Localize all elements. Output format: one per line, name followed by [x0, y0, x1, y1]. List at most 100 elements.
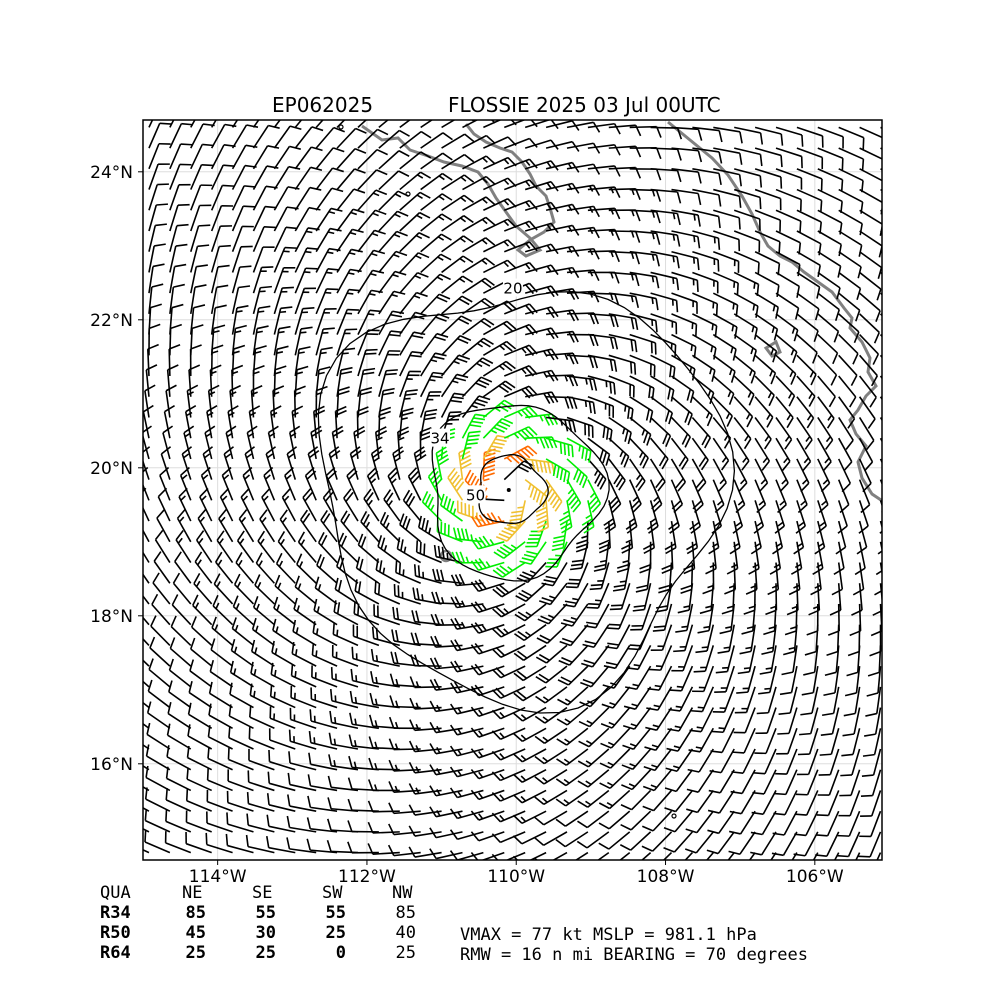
wind-barb	[859, 354, 879, 387]
wind-barb	[728, 831, 756, 855]
wind-barb	[754, 727, 777, 755]
wind-barb	[328, 446, 341, 480]
wind-barb	[277, 531, 296, 564]
wind-barb	[399, 171, 432, 191]
wind-barb	[315, 227, 342, 253]
wind-barb	[168, 658, 192, 688]
wind-barb	[562, 582, 589, 608]
wind-barb	[587, 458, 607, 490]
wind-barb	[218, 509, 234, 543]
wind-barb	[160, 446, 172, 480]
wind-barb	[879, 292, 882, 296]
wind-barb	[796, 271, 821, 299]
wind-barb	[169, 143, 193, 170]
wind-barb	[670, 458, 687, 492]
wind-barb	[378, 150, 410, 170]
wind-barb	[650, 168, 682, 183]
wind-barb	[143, 637, 150, 646]
wind-barb	[420, 332, 449, 356]
wind-barb	[294, 206, 321, 232]
wind-barb	[398, 407, 414, 439]
table-cell: 25	[396, 943, 416, 963]
wind-barb	[378, 270, 407, 294]
wind-barb	[632, 583, 652, 612]
wind-barb	[599, 769, 631, 789]
wind-barb	[769, 541, 782, 575]
wind-barb	[189, 264, 208, 294]
wind-barb	[315, 346, 333, 377]
wind-barb	[210, 284, 229, 315]
wind-barb	[273, 246, 297, 273]
wind-barb	[821, 686, 840, 717]
wind-barb	[431, 591, 463, 605]
wind-barb	[854, 541, 866, 576]
wind-barb	[231, 265, 252, 294]
wind-barb	[870, 603, 882, 637]
wind-barb	[169, 203, 190, 232]
wind-barb	[843, 686, 861, 717]
wind-barb	[582, 624, 610, 649]
wind-barb	[231, 344, 246, 377]
wind-barb	[206, 789, 233, 812]
wind-barb	[402, 489, 422, 522]
wind-barb	[378, 406, 392, 439]
wind-barb	[628, 479, 642, 513]
wind-barb	[197, 508, 213, 543]
wind-barb	[269, 706, 296, 730]
wind-barb	[707, 790, 735, 814]
wind-barb	[491, 768, 526, 782]
wind-barb	[733, 375, 755, 406]
wind-barb	[578, 706, 610, 728]
wind-barb	[818, 748, 840, 776]
wind-barb	[212, 594, 234, 626]
wind-barb	[194, 551, 213, 584]
wind-barb	[190, 224, 211, 252]
wind-barb	[266, 814, 296, 833]
wind-barb	[620, 789, 652, 811]
wind-barb	[266, 793, 296, 812]
wind-barb	[690, 686, 715, 713]
wind-barb	[658, 562, 673, 594]
wind-barb	[667, 707, 694, 732]
wind-barb	[179, 466, 192, 501]
wind-barb	[733, 250, 760, 275]
wind-barb	[786, 583, 799, 616]
wind-barb	[357, 120, 368, 128]
wind-barb	[775, 230, 802, 255]
wind-barb	[462, 237, 496, 253]
wind-barb	[210, 264, 230, 294]
wind-barb	[608, 375, 635, 398]
wind-barb	[504, 120, 538, 129]
wind-barb	[231, 185, 256, 211]
wind-barb	[328, 754, 359, 771]
wind-barb	[441, 275, 474, 294]
lat-tick-label: 18°N	[90, 607, 133, 627]
wind-barb	[409, 719, 442, 732]
wind-barb	[210, 204, 234, 232]
wind-barb	[441, 295, 473, 315]
wind-barb	[664, 769, 694, 793]
wind-barb	[169, 122, 194, 149]
wind-barb	[668, 500, 680, 534]
wind-barb	[858, 500, 869, 534]
wind-barb	[420, 233, 452, 253]
wind-barb	[461, 337, 494, 356]
wind-barb	[736, 665, 756, 694]
wind-barb	[534, 748, 568, 765]
wind-barb	[810, 562, 822, 596]
wind-barb	[163, 404, 175, 439]
wind-barb	[235, 552, 255, 584]
wind-barb	[357, 289, 383, 315]
wind-barb	[169, 637, 192, 667]
wind-barb	[719, 603, 735, 635]
wind-barb	[819, 728, 840, 756]
wind-barb	[169, 243, 188, 273]
wind-barb	[315, 207, 343, 232]
wind-barb	[726, 541, 739, 575]
wind-barb	[727, 852, 735, 860]
wind-barb	[817, 188, 843, 214]
wind-barb	[796, 334, 818, 364]
wind-barb	[504, 199, 538, 212]
wind-barb	[257, 530, 276, 564]
wind-barb	[294, 186, 322, 211]
